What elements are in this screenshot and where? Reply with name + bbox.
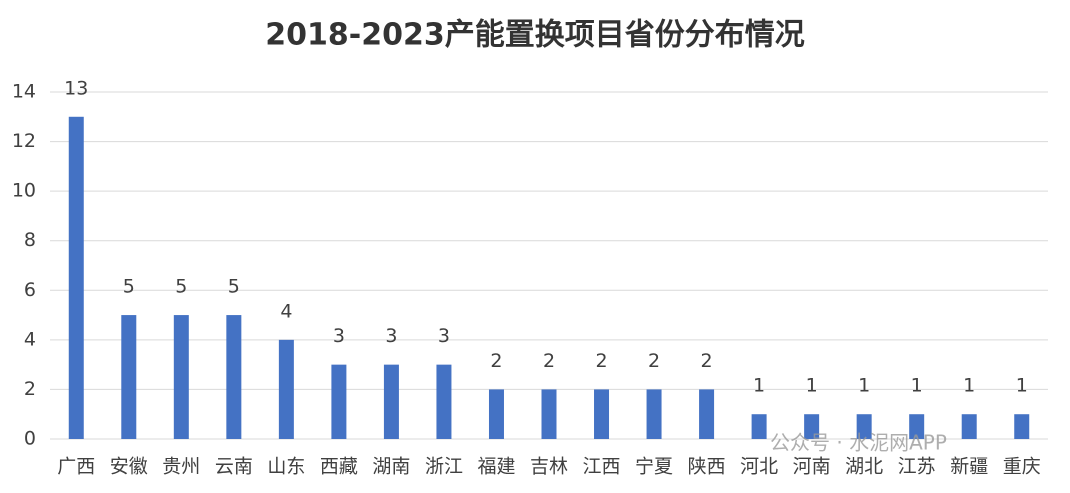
chart-title: 2018-2023产能置换项目省份分布情况 (265, 18, 804, 53)
bar (226, 315, 242, 439)
y-tick-label: 12 (12, 130, 36, 152)
bar (173, 315, 189, 439)
y-tick-label: 4 (24, 328, 36, 350)
data-label: 3 (385, 325, 397, 347)
x-tick-label: 宁夏 (635, 456, 673, 478)
data-label: 2 (490, 350, 502, 372)
bar (751, 414, 767, 439)
data-label: 13 (64, 77, 88, 99)
data-label: 1 (1016, 375, 1028, 397)
x-tick-label: 河南 (793, 456, 831, 478)
bar (961, 414, 977, 439)
x-tick-label: 贵州 (162, 456, 200, 478)
x-tick-label: 江西 (583, 456, 621, 478)
y-tick-label: 0 (24, 428, 36, 450)
x-tick-label: 云南 (215, 456, 253, 478)
bar (383, 364, 399, 439)
bar (331, 364, 347, 439)
y-tick-label: 8 (24, 229, 36, 251)
data-label: 1 (858, 375, 870, 397)
data-label: 2 (543, 350, 555, 372)
bar (488, 389, 504, 439)
watermark: 公众号 · 水泥网APP (770, 431, 947, 455)
data-label: 4 (280, 300, 292, 322)
x-tick-label: 浙江 (425, 456, 463, 478)
data-label: 3 (438, 325, 450, 347)
bar (541, 389, 557, 439)
x-tick-label: 江苏 (898, 456, 936, 478)
x-tick-label: 湖北 (845, 456, 883, 478)
x-tick-label: 福建 (477, 456, 515, 478)
bar (121, 315, 137, 439)
x-tick-label: 陕西 (688, 456, 726, 478)
x-tick-label: 吉林 (530, 456, 568, 478)
x-tick-label: 新疆 (950, 456, 988, 478)
data-label: 1 (806, 375, 818, 397)
x-tick-label: 山东 (267, 456, 305, 478)
x-tick-label: 西藏 (320, 456, 358, 478)
y-tick-label: 6 (24, 279, 36, 301)
y-tick-label: 10 (12, 180, 36, 202)
bar (909, 414, 925, 439)
bar (804, 414, 820, 439)
data-label: 2 (701, 350, 713, 372)
data-label: 5 (123, 276, 135, 298)
bar (436, 364, 452, 439)
bar (278, 339, 294, 439)
data-label: 5 (228, 276, 240, 298)
data-label: 5 (175, 276, 187, 298)
data-label: 1 (753, 375, 765, 397)
data-label: 2 (648, 350, 660, 372)
data-label: 1 (911, 375, 923, 397)
x-tick-label: 湖南 (372, 456, 410, 478)
x-tick-label: 河北 (740, 456, 778, 478)
data-label: 3 (333, 325, 345, 347)
data-label: 1 (963, 375, 975, 397)
bar (646, 389, 662, 439)
bar (699, 389, 715, 439)
bar (594, 389, 610, 439)
x-tick-label: 安徽 (110, 456, 148, 478)
bar (68, 116, 84, 440)
x-tick-label: 重庆 (1003, 456, 1041, 478)
y-tick-label: 14 (12, 81, 36, 103)
y-tick-label: 2 (24, 378, 36, 400)
bar (1014, 414, 1030, 439)
x-tick-label: 广西 (57, 456, 95, 478)
data-label: 2 (595, 350, 607, 372)
bar (856, 414, 872, 439)
